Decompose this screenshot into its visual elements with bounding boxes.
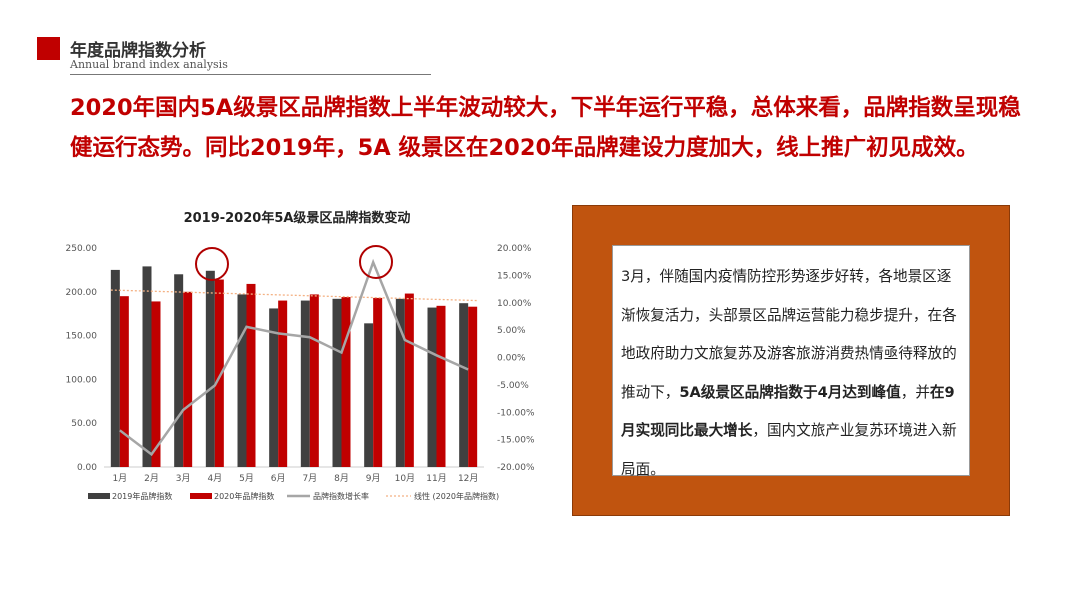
legend-label: 品牌指数增长率: [313, 491, 369, 501]
bar-2020: [404, 293, 414, 467]
bar-2020: [341, 297, 351, 467]
y-right-tick: 10.00%: [497, 299, 532, 309]
note-highlight-growth: 在9月实现同比最大增长: [621, 383, 955, 440]
brand-index-chart: 2019-2020年5A级景区品牌指数变动 0.00 50.00 100.00 150.…: [66, 210, 536, 501]
x-tick: 10月: [395, 473, 415, 484]
y-left-tick: 150.00: [66, 332, 98, 342]
note-text: ，国内文旅产业复苏环境进入新局面。: [621, 422, 957, 478]
note-box: 3月，伴随国内疫情防控形势逐步好转，各地景区逐渐恢复活力，头部景区品牌运营能力稳…: [612, 245, 970, 478]
x-tick: 7月: [302, 473, 317, 484]
bar-2019: [205, 270, 215, 467]
page-subtitle: Annual brand index analysis: [70, 58, 228, 71]
x-tick: 1月: [112, 473, 127, 484]
bar-2019: [110, 269, 120, 467]
bar-2019: [395, 298, 405, 467]
note-text: ，并: [900, 383, 930, 401]
growth-rate-line: [119, 258, 469, 457]
y-right-tick: -20.00%: [497, 463, 535, 473]
x-tick: 12月: [458, 473, 478, 484]
y-right-tick: 20.00%: [497, 244, 532, 254]
bar-2019: [332, 298, 342, 467]
bar-2019: [364, 323, 374, 467]
title-divider: [70, 74, 431, 75]
legend-swatch-2020: [190, 493, 212, 499]
bar-2019: [174, 274, 184, 467]
legend-label: 2019年品牌指数: [112, 491, 172, 501]
note-text: 3月，伴随国内疫情防控形势逐步好转，各地景区逐渐恢复活力，头部景区品牌运营能力稳…: [621, 268, 957, 401]
x-tick: 2月: [144, 473, 159, 484]
bar-2020: [436, 305, 446, 467]
y-right-tick: 15.00%: [497, 271, 532, 281]
x-tick: 3月: [176, 473, 191, 484]
bar-2019: [427, 307, 437, 467]
bar-2020: [151, 301, 161, 467]
bar-2019: [237, 294, 247, 467]
bar-2019: [142, 266, 152, 467]
highlight-circle-september: [359, 245, 393, 279]
chart-title: 2019-2020年5A级景区品牌指数变动: [184, 210, 411, 226]
x-tick: 9月: [366, 473, 381, 484]
y-right-tick: -5.00%: [497, 381, 529, 391]
x-tick: 5月: [239, 473, 254, 484]
bar-2020: [278, 300, 288, 467]
x-tick: 4月: [207, 473, 222, 484]
y-left-tick: 100.00: [66, 375, 98, 385]
y-left-tick: 0.00: [77, 463, 97, 473]
note-highlight-peak: 5A级景区品牌指数于4月达到峰值: [679, 383, 901, 401]
legend-label: 2020年品牌指数: [214, 491, 274, 501]
bar-2020: [183, 291, 193, 467]
bar-2019: [459, 303, 469, 467]
bar-2020: [309, 294, 319, 467]
legend-label: 线性 (2020年品牌指数): [414, 491, 499, 501]
bar-2020: [119, 296, 129, 467]
highlight-circle-april: [195, 247, 229, 281]
bar-2019: [300, 300, 310, 467]
x-tick: 6月: [271, 473, 286, 484]
headline: 2020年国内5A级景区品牌指数上半年波动较大，下半年运行平稳，总体来看，品牌指…: [70, 95, 1021, 161]
y-right-tick: -10.00%: [497, 408, 535, 418]
title-marker: [37, 37, 60, 60]
legend-swatch-2019: [88, 493, 110, 499]
y-right-tick: 5.00%: [497, 326, 526, 336]
trend-line: [110, 289, 478, 302]
y-left-tick: 250.00: [66, 244, 98, 254]
y-left-tick: 200.00: [66, 288, 98, 298]
x-tick: 8月: [334, 473, 349, 484]
page-title: 年度品牌指数分析: [70, 41, 206, 61]
x-tick: 11月: [426, 473, 446, 484]
y-right-tick: 0.00%: [497, 354, 526, 364]
y-left-tick: 50.00: [71, 419, 97, 429]
bar-2020: [373, 297, 383, 467]
bar-2020: [468, 306, 478, 467]
y-right-tick: -15.00%: [497, 436, 535, 446]
bar-2020: [246, 283, 256, 467]
bar-2020: [214, 279, 224, 467]
bar-2019: [269, 308, 279, 467]
